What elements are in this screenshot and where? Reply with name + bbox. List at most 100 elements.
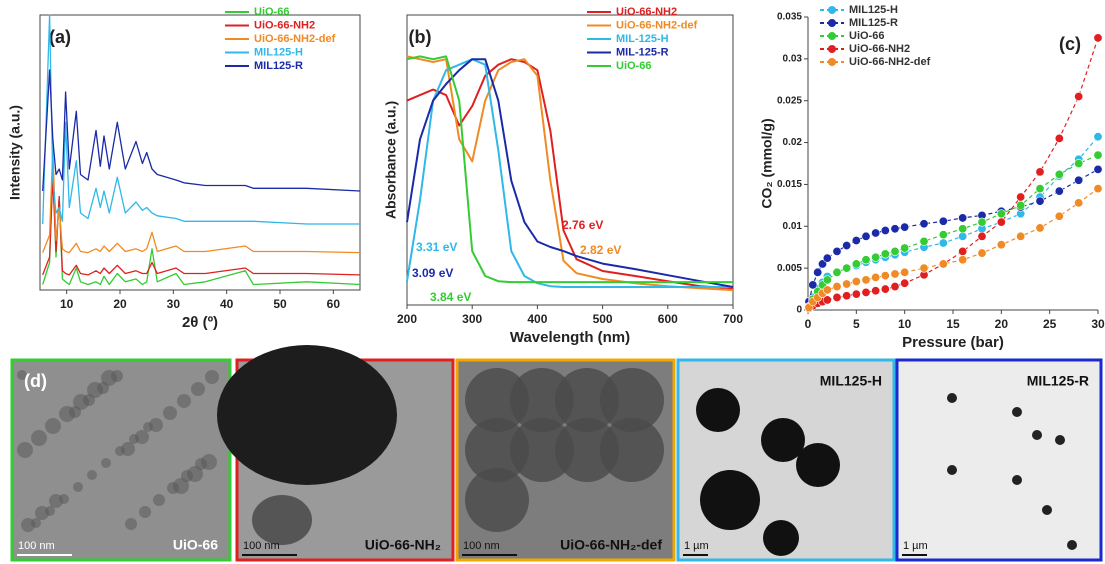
data-point <box>833 293 841 301</box>
data-point <box>881 250 889 258</box>
series-line <box>809 189 1098 308</box>
data-point <box>978 249 986 257</box>
plot-frame <box>407 15 733 305</box>
annotation: 2.82 eV <box>580 243 621 257</box>
data-point <box>939 260 947 268</box>
panel-label: (a) <box>49 27 71 47</box>
legend-label: UiO-66 <box>254 6 289 18</box>
data-point <box>881 285 889 293</box>
figure: 1020304050602θ (º)Intensity (a.u.)(a)UiO… <box>0 0 1105 564</box>
x-tick-label: 60 <box>327 297 341 311</box>
data-point <box>1055 134 1063 142</box>
data-point <box>823 286 831 294</box>
data-point <box>1074 92 1082 100</box>
data-point <box>1016 201 1024 209</box>
particle <box>947 393 957 403</box>
x-tick-label: 40 <box>220 297 234 311</box>
legend-label: MIL125-R <box>254 60 303 72</box>
legend-label: MIL125-R <box>849 17 898 29</box>
data-point <box>842 292 850 300</box>
panel-caption: MIL125-R <box>1027 373 1089 389</box>
particle-cluster <box>252 495 312 545</box>
data-point <box>900 279 908 287</box>
data-point <box>842 280 850 288</box>
panel-caption: MIL125-H <box>820 373 882 389</box>
legend-label: MIL125-H <box>254 46 303 58</box>
plot-frame <box>40 15 360 290</box>
panel-caption: UiO-66 <box>173 537 218 553</box>
texture <box>73 394 89 410</box>
data-point <box>1074 199 1082 207</box>
series-line <box>43 15 360 224</box>
data-point <box>852 260 860 268</box>
x-tick-label: 25 <box>1043 317 1057 331</box>
data-point <box>891 225 899 233</box>
x-tick-label: 20 <box>113 297 127 311</box>
x-tick-label: 500 <box>593 312 613 326</box>
panel-label: (b) <box>409 27 432 47</box>
data-point <box>813 268 821 276</box>
data-point <box>939 217 947 225</box>
texture <box>163 406 177 420</box>
y-axis-label: CO₂ (mmol/g) <box>759 118 775 208</box>
data-point <box>997 210 1005 218</box>
y-tick-label: 0 <box>796 305 802 316</box>
particle-cluster <box>217 345 397 485</box>
data-point <box>920 237 928 245</box>
data-point <box>1074 176 1082 184</box>
data-point <box>939 230 947 238</box>
x-tick-label: 20 <box>995 317 1009 331</box>
texture <box>49 494 63 508</box>
scale-bar-label: 100 nm <box>463 540 500 552</box>
data-point <box>900 268 908 276</box>
particle <box>763 520 799 556</box>
series-line <box>43 166 360 284</box>
data-point <box>1036 168 1044 176</box>
data-point <box>842 264 850 272</box>
x-tick-label: 600 <box>658 312 678 326</box>
annotation: 3.09 eV <box>412 266 453 280</box>
x-tick-label: 700 <box>723 312 743 326</box>
x-tick-label: 50 <box>273 297 287 311</box>
data-point <box>1094 184 1102 192</box>
data-point <box>891 270 899 278</box>
panel-caption: UiO-66-NH₂ <box>365 537 441 553</box>
particle <box>1012 475 1022 485</box>
legend-label: UiO-66-NH2-def <box>254 33 336 45</box>
particle <box>796 443 840 487</box>
texture <box>115 446 125 456</box>
data-point <box>833 282 841 290</box>
data-point <box>900 223 908 231</box>
texture <box>87 470 97 480</box>
legend-label: UiO-66 <box>849 30 884 42</box>
data-point <box>958 256 966 264</box>
legend-marker <box>828 58 836 66</box>
data-point <box>852 236 860 244</box>
annotation: 3.31 eV <box>416 240 457 254</box>
particle <box>1042 505 1052 515</box>
data-point <box>1094 151 1102 159</box>
data-point <box>871 273 879 281</box>
x-tick-label: 10 <box>60 297 74 311</box>
data-point <box>823 254 831 262</box>
texture <box>101 458 111 468</box>
texture <box>101 370 117 386</box>
data-point <box>891 247 899 255</box>
particle <box>600 418 664 482</box>
x-tick-label: 30 <box>1091 317 1105 331</box>
data-point <box>871 287 879 295</box>
data-point <box>1036 184 1044 192</box>
y-axis-label: Intensity (a.u.) <box>7 105 23 200</box>
particle <box>947 465 957 475</box>
data-point <box>958 214 966 222</box>
legend-label: UiO-66-NH2 <box>254 19 315 31</box>
data-point <box>862 276 870 284</box>
data-point <box>958 247 966 255</box>
y-axis-label: Absorbance (a.u.) <box>383 101 399 219</box>
x-tick-label: 10 <box>898 317 912 331</box>
data-point <box>881 226 889 234</box>
texture <box>181 470 193 482</box>
x-tick-label: 0 <box>805 317 812 331</box>
texture <box>59 406 75 422</box>
data-point <box>1016 232 1024 240</box>
